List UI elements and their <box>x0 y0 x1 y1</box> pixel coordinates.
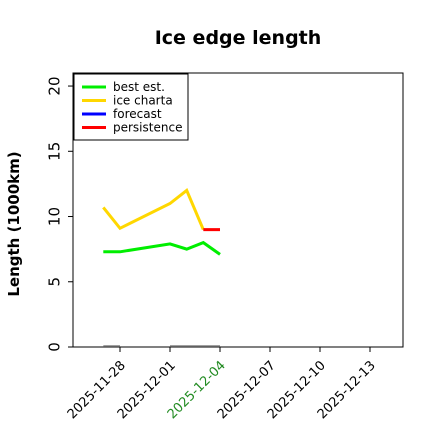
y-tick-label: 5 <box>46 277 64 287</box>
legend-label: best est. <box>113 80 165 94</box>
legend-label: persistence <box>113 121 182 135</box>
legend-label: ice charta <box>113 94 173 108</box>
legend-label: forecast <box>113 107 162 121</box>
y-tick-label: 0 <box>46 342 64 352</box>
chart-title: Ice edge length <box>155 27 322 49</box>
y-tick-label: 20 <box>46 77 64 96</box>
y-axis-label: Length (1000km) <box>5 151 23 296</box>
y-tick-label: 10 <box>46 207 64 226</box>
y-tick-label: 15 <box>46 142 64 161</box>
